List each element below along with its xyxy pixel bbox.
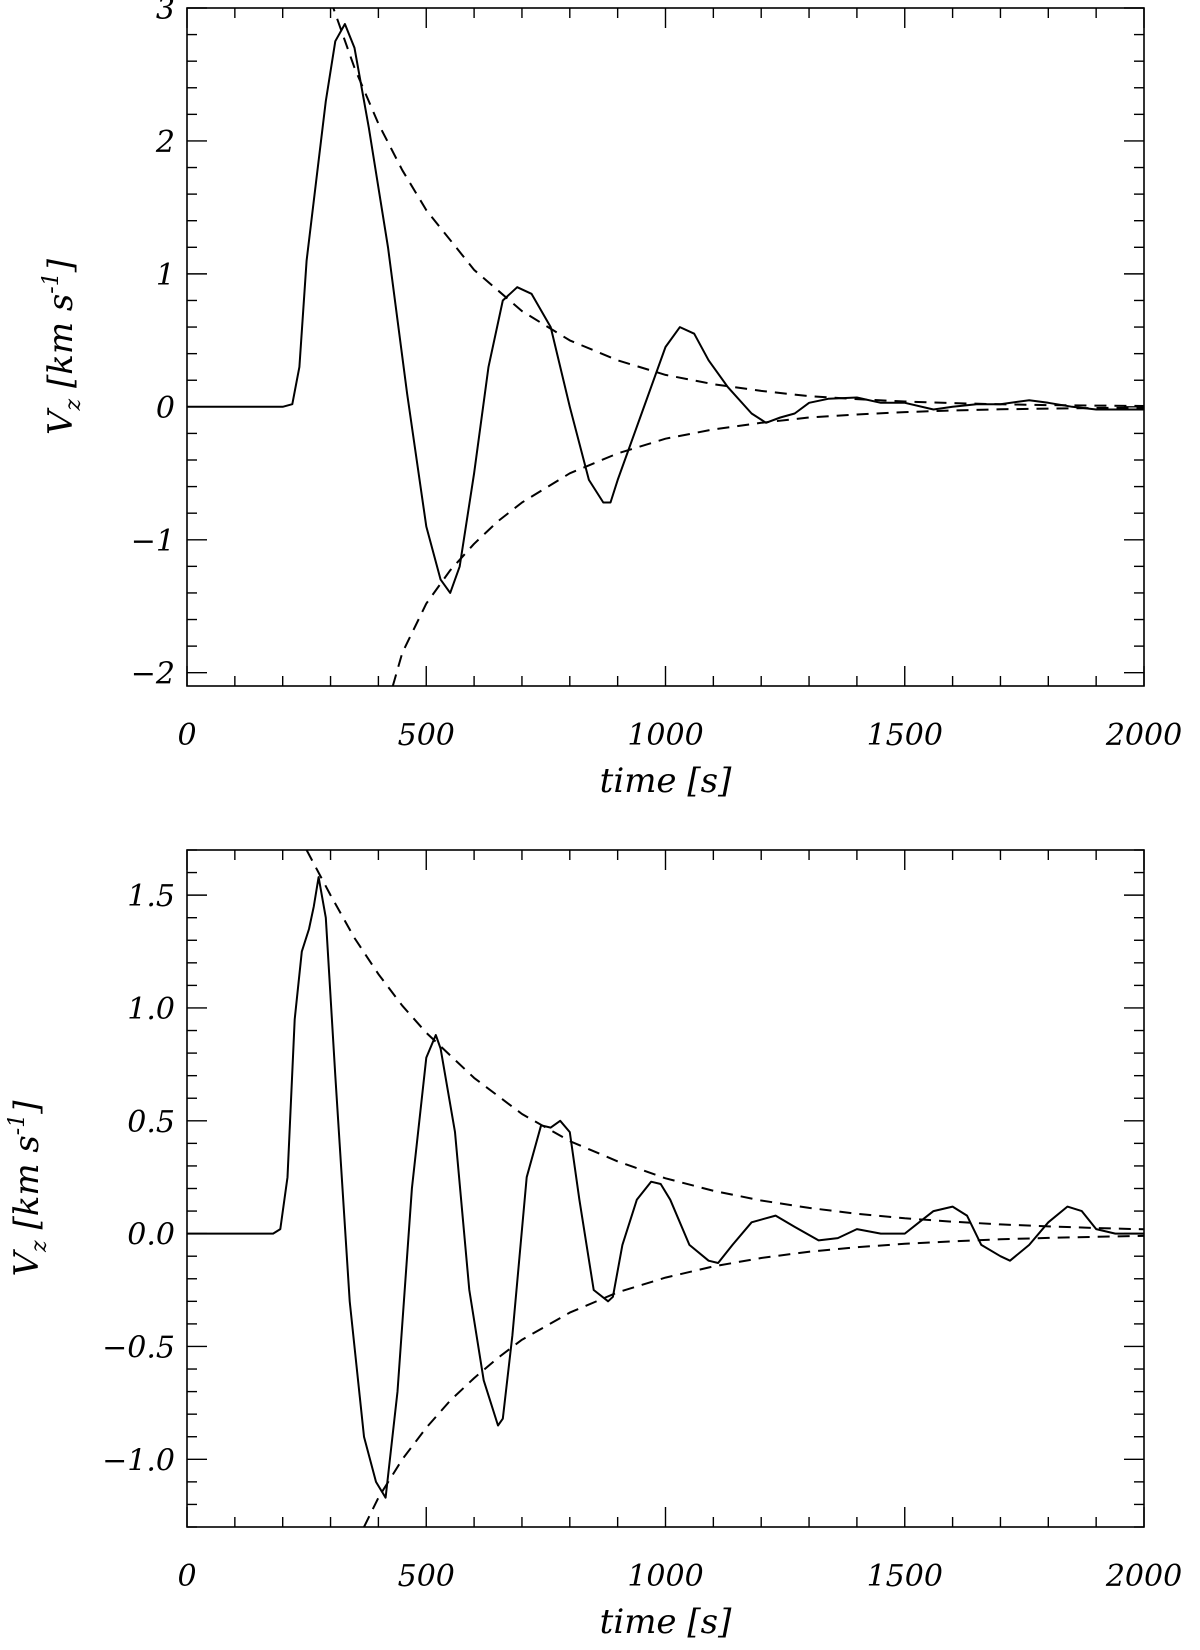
x-tick-label: 1500 [867,1559,943,1594]
y-tick-label: 3 [156,0,175,27]
velocity-series-line [187,23,1144,594]
y-tick-label: 1.0 [127,992,175,1027]
y-tick-label: −1.0 [102,1443,175,1478]
y-tick-label: 0.5 [127,1105,175,1140]
x-tick-label: 0 [177,1559,196,1594]
lower-envelope-line [391,406,1144,686]
y-tick-label: −2 [131,657,175,692]
y-tick-label: −0.5 [102,1330,175,1365]
x-tick-label: 1000 [627,1559,703,1594]
x-tick-label: 500 [398,718,455,753]
x-axis-title: time [s] [600,1602,732,1642]
y-tick-label: 0 [156,391,175,426]
x-tick-label: 1000 [627,718,703,753]
x-tick-label: 2000 [1105,1559,1182,1594]
chart-panel-2: 0 500 1000 1500 2000 −1.0 −0.5 0.0 0.5 1.0 1.5 time… [5,849,1182,1642]
y-tick-label: 0.0 [127,1218,175,1253]
x-tick-label: 1500 [867,718,943,753]
y-axis-title: Vz [km s-1] [39,258,86,435]
upper-envelope-line [332,8,1144,407]
lower-envelope-line [363,1234,1144,1527]
plot-frame [186,849,1145,1528]
velocity-series-line [187,876,1144,1499]
y-tick-label: 1.5 [127,879,175,914]
chart-panel-1: 0 500 1000 1500 2000 −2 −1 0 1 2 3 time [s] Vz [km s… [39,0,1182,801]
x-tick-label: 0 [177,718,196,753]
y-tick-label: 2 [155,125,175,160]
x-axis-title: time [s] [600,761,732,801]
y-axis-title: Vz [km s-1] [5,1100,52,1277]
y-tick-label: −1 [131,524,175,559]
x-tick-label: 500 [398,1559,455,1594]
upper-envelope-line [305,850,1144,1231]
x-tick-label: 2000 [1105,718,1182,753]
y-tick-label: 1 [156,258,175,293]
